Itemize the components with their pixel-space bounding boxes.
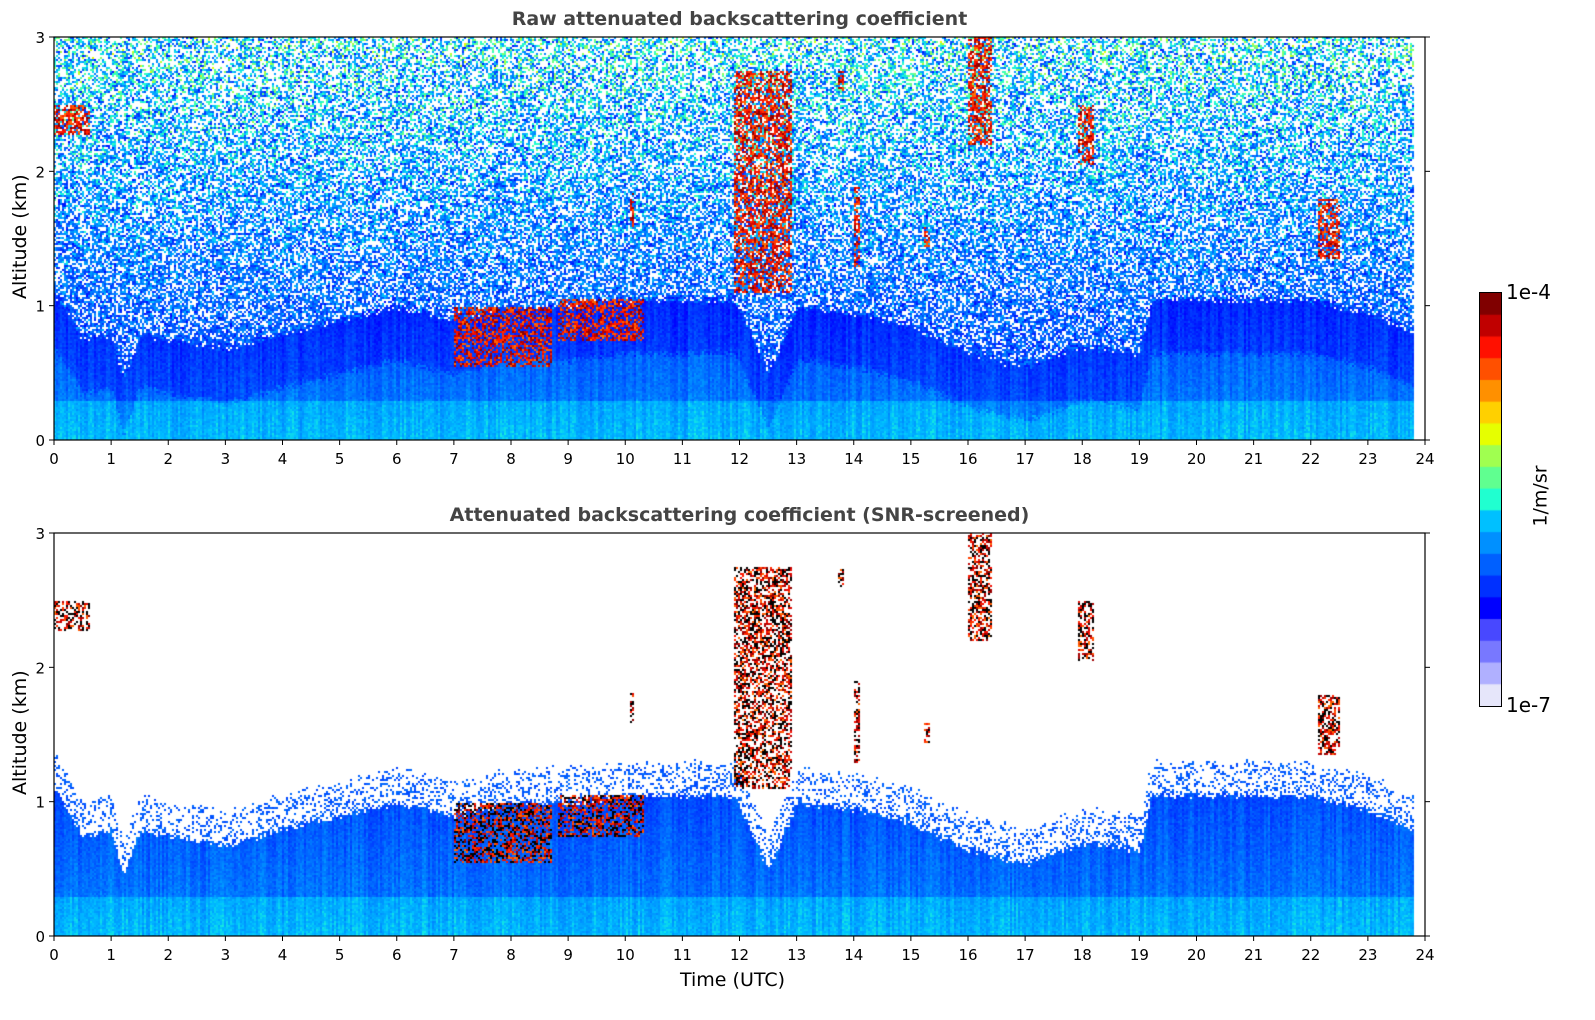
colorbar-max-label: 1e-4 bbox=[1506, 280, 1551, 304]
x-tick-label: 21 bbox=[1244, 450, 1263, 468]
x-tick-label: 20 bbox=[1187, 450, 1206, 468]
x-tick-label: 11 bbox=[673, 946, 692, 964]
y-tick-label: 0 bbox=[35, 432, 45, 450]
x-tick-label: 9 bbox=[563, 946, 573, 964]
x-tick-label: 22 bbox=[1301, 450, 1320, 468]
y-tick-label: 1 bbox=[35, 298, 45, 316]
x-tick-label: 1 bbox=[106, 946, 116, 964]
colorbar bbox=[1479, 292, 1502, 707]
x-tick-label: 16 bbox=[958, 946, 977, 964]
y-axis-label-screened: Altitude (km) bbox=[9, 670, 31, 795]
x-tick-label: 6 bbox=[392, 946, 402, 964]
x-tick-label: 22 bbox=[1301, 946, 1320, 964]
y-tick-label: 3 bbox=[35, 29, 45, 47]
x-tick-label: 19 bbox=[1130, 450, 1149, 468]
y-tick-label: 2 bbox=[35, 659, 45, 677]
x-tick-label: 0 bbox=[49, 450, 59, 468]
x-tick-label: 6 bbox=[392, 450, 402, 468]
x-tick-label: 15 bbox=[901, 946, 920, 964]
plot-frame bbox=[53, 532, 1426, 937]
x-tick-label: 16 bbox=[958, 450, 977, 468]
x-tick-label: 3 bbox=[221, 946, 231, 964]
x-tick-label: 4 bbox=[278, 450, 288, 468]
x-tick-label: 2 bbox=[163, 946, 173, 964]
x-tick-label: 14 bbox=[844, 450, 863, 468]
x-tick-label: 21 bbox=[1244, 946, 1263, 964]
x-tick-label: 7 bbox=[449, 946, 459, 964]
chart-title-raw: Raw attenuated backscattering coefficien… bbox=[511, 8, 968, 30]
y-tick-label: 1 bbox=[35, 794, 45, 812]
x-tick-label: 9 bbox=[563, 450, 573, 468]
colorbar-min-label: 1e-7 bbox=[1506, 693, 1551, 717]
x-tick-label: 5 bbox=[335, 946, 345, 964]
x-tick-label: 11 bbox=[673, 450, 692, 468]
x-tick-label: 23 bbox=[1358, 946, 1377, 964]
x-tick-label: 7 bbox=[449, 450, 459, 468]
x-tick-label: 18 bbox=[1073, 450, 1092, 468]
x-tick-label: 17 bbox=[1016, 450, 1035, 468]
x-tick-label: 1 bbox=[106, 450, 116, 468]
x-tick-label: 23 bbox=[1358, 450, 1377, 468]
x-tick-label: 8 bbox=[506, 946, 516, 964]
x-tick-label: 20 bbox=[1187, 946, 1206, 964]
y-axis-label-raw: Altitude (km) bbox=[9, 174, 31, 299]
x-tick-label: 13 bbox=[787, 946, 806, 964]
x-tick-label: 17 bbox=[1016, 946, 1035, 964]
x-axis-label: Time (UTC) bbox=[680, 969, 786, 991]
y-tick-label: 3 bbox=[35, 525, 45, 543]
heatmap-raw bbox=[54, 37, 1425, 440]
y-tick-label: 0 bbox=[35, 928, 45, 946]
x-tick-label: 10 bbox=[616, 946, 635, 964]
colorbar-unit-label: 1/m/sr bbox=[1529, 465, 1552, 527]
x-tick-label: 2 bbox=[163, 450, 173, 468]
x-tick-label: 13 bbox=[787, 450, 806, 468]
x-tick-label: 10 bbox=[616, 450, 635, 468]
y-tick-label: 2 bbox=[35, 163, 45, 181]
x-tick-label: 5 bbox=[335, 450, 345, 468]
x-tick-label: 24 bbox=[1415, 946, 1434, 964]
x-tick-label: 19 bbox=[1130, 946, 1149, 964]
heatmap-screened bbox=[54, 533, 1425, 936]
x-tick-label: 15 bbox=[901, 450, 920, 468]
x-tick-label: 3 bbox=[221, 450, 231, 468]
x-tick-label: 4 bbox=[278, 946, 288, 964]
x-tick-label: 14 bbox=[844, 946, 863, 964]
plot-frame bbox=[53, 36, 1426, 441]
x-tick-label: 0 bbox=[49, 946, 59, 964]
x-tick-label: 8 bbox=[506, 450, 516, 468]
x-tick-label: 24 bbox=[1415, 450, 1434, 468]
chart-title-screened: Attenuated backscattering coefficient (S… bbox=[449, 504, 1030, 526]
x-tick-label: 18 bbox=[1073, 946, 1092, 964]
x-tick-label: 12 bbox=[730, 946, 749, 964]
x-tick-label: 12 bbox=[730, 450, 749, 468]
